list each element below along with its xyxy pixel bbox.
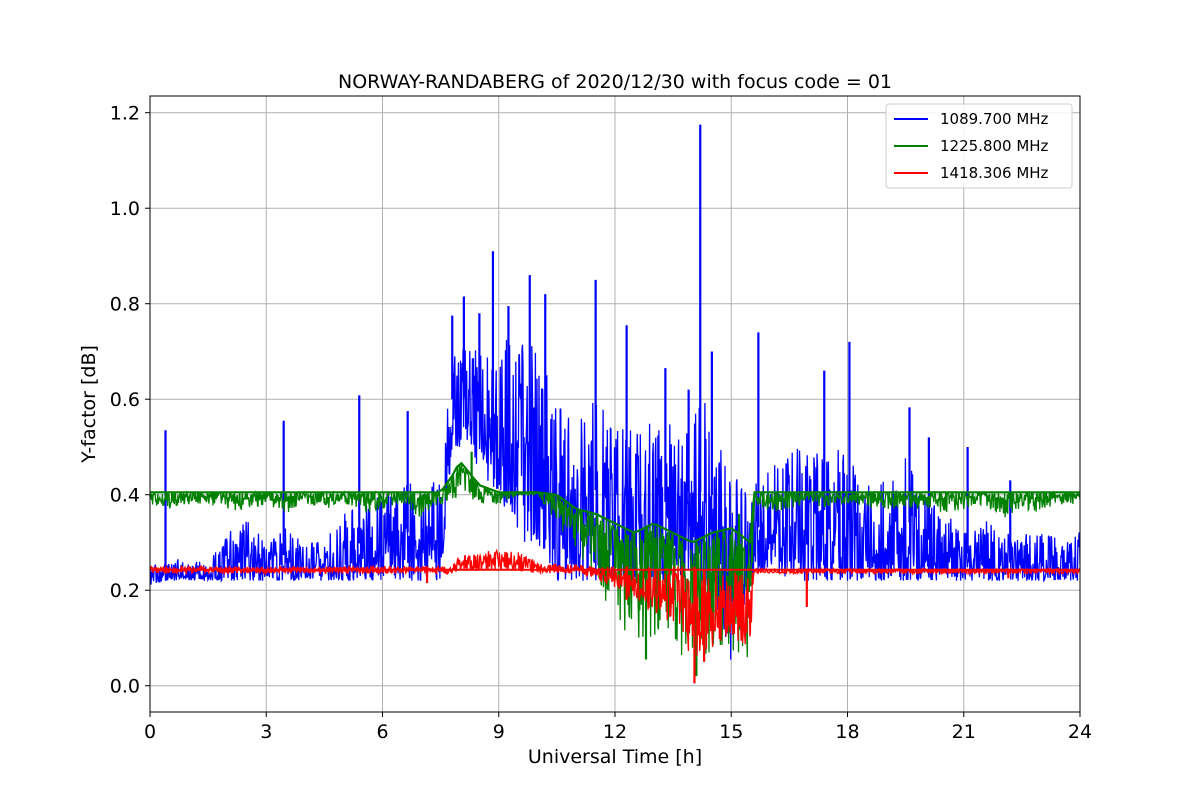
y-tick-label: 0.8 <box>110 294 140 316</box>
x-tick-label: 0 <box>144 721 156 743</box>
y-tick-label: 0.4 <box>110 485 140 507</box>
series-ceiling <box>150 461 1080 544</box>
y-tick-label: 0.6 <box>110 389 140 411</box>
x-tick-label: 12 <box>603 721 627 743</box>
legend: 1089.700 MHz 1225.800 MHz 1418.306 MHz <box>885 103 1073 189</box>
series-layer <box>150 124 1080 684</box>
y-tick-label: 0.2 <box>110 580 140 602</box>
chart-title: NORWAY-RANDABERG of 2020/12/30 with focu… <box>338 71 892 93</box>
y-axis: 0.0 0.2 0.4 0.6 0.8 1.0 1.2 <box>110 103 150 698</box>
x-tick-label: 9 <box>493 721 505 743</box>
x-tick-label: 21 <box>952 721 976 743</box>
x-tick-label: 18 <box>835 721 859 743</box>
x-axis: 0 3 6 9 12 15 18 21 24 <box>144 712 1092 743</box>
y-tick-label: 0.0 <box>110 676 140 698</box>
x-axis-label: Universal Time [h] <box>528 746 702 768</box>
legend-label: 1418.306 MHz <box>940 164 1049 182</box>
legend-label: 1089.700 MHz <box>940 110 1049 128</box>
x-tick-label: 24 <box>1068 721 1092 743</box>
series-1 <box>150 124 1080 660</box>
y-axis-label: Y-factor [dB] <box>78 345 100 464</box>
series-3 <box>150 548 1080 684</box>
x-tick-label: 6 <box>376 721 388 743</box>
y-tick-label: 1.2 <box>110 103 140 125</box>
y-tick-label: 1.0 <box>110 198 140 220</box>
x-tick-label: 15 <box>719 721 743 743</box>
legend-label: 1225.800 MHz <box>940 137 1049 155</box>
legend-box <box>885 103 1073 189</box>
x-tick-label: 3 <box>260 721 272 743</box>
